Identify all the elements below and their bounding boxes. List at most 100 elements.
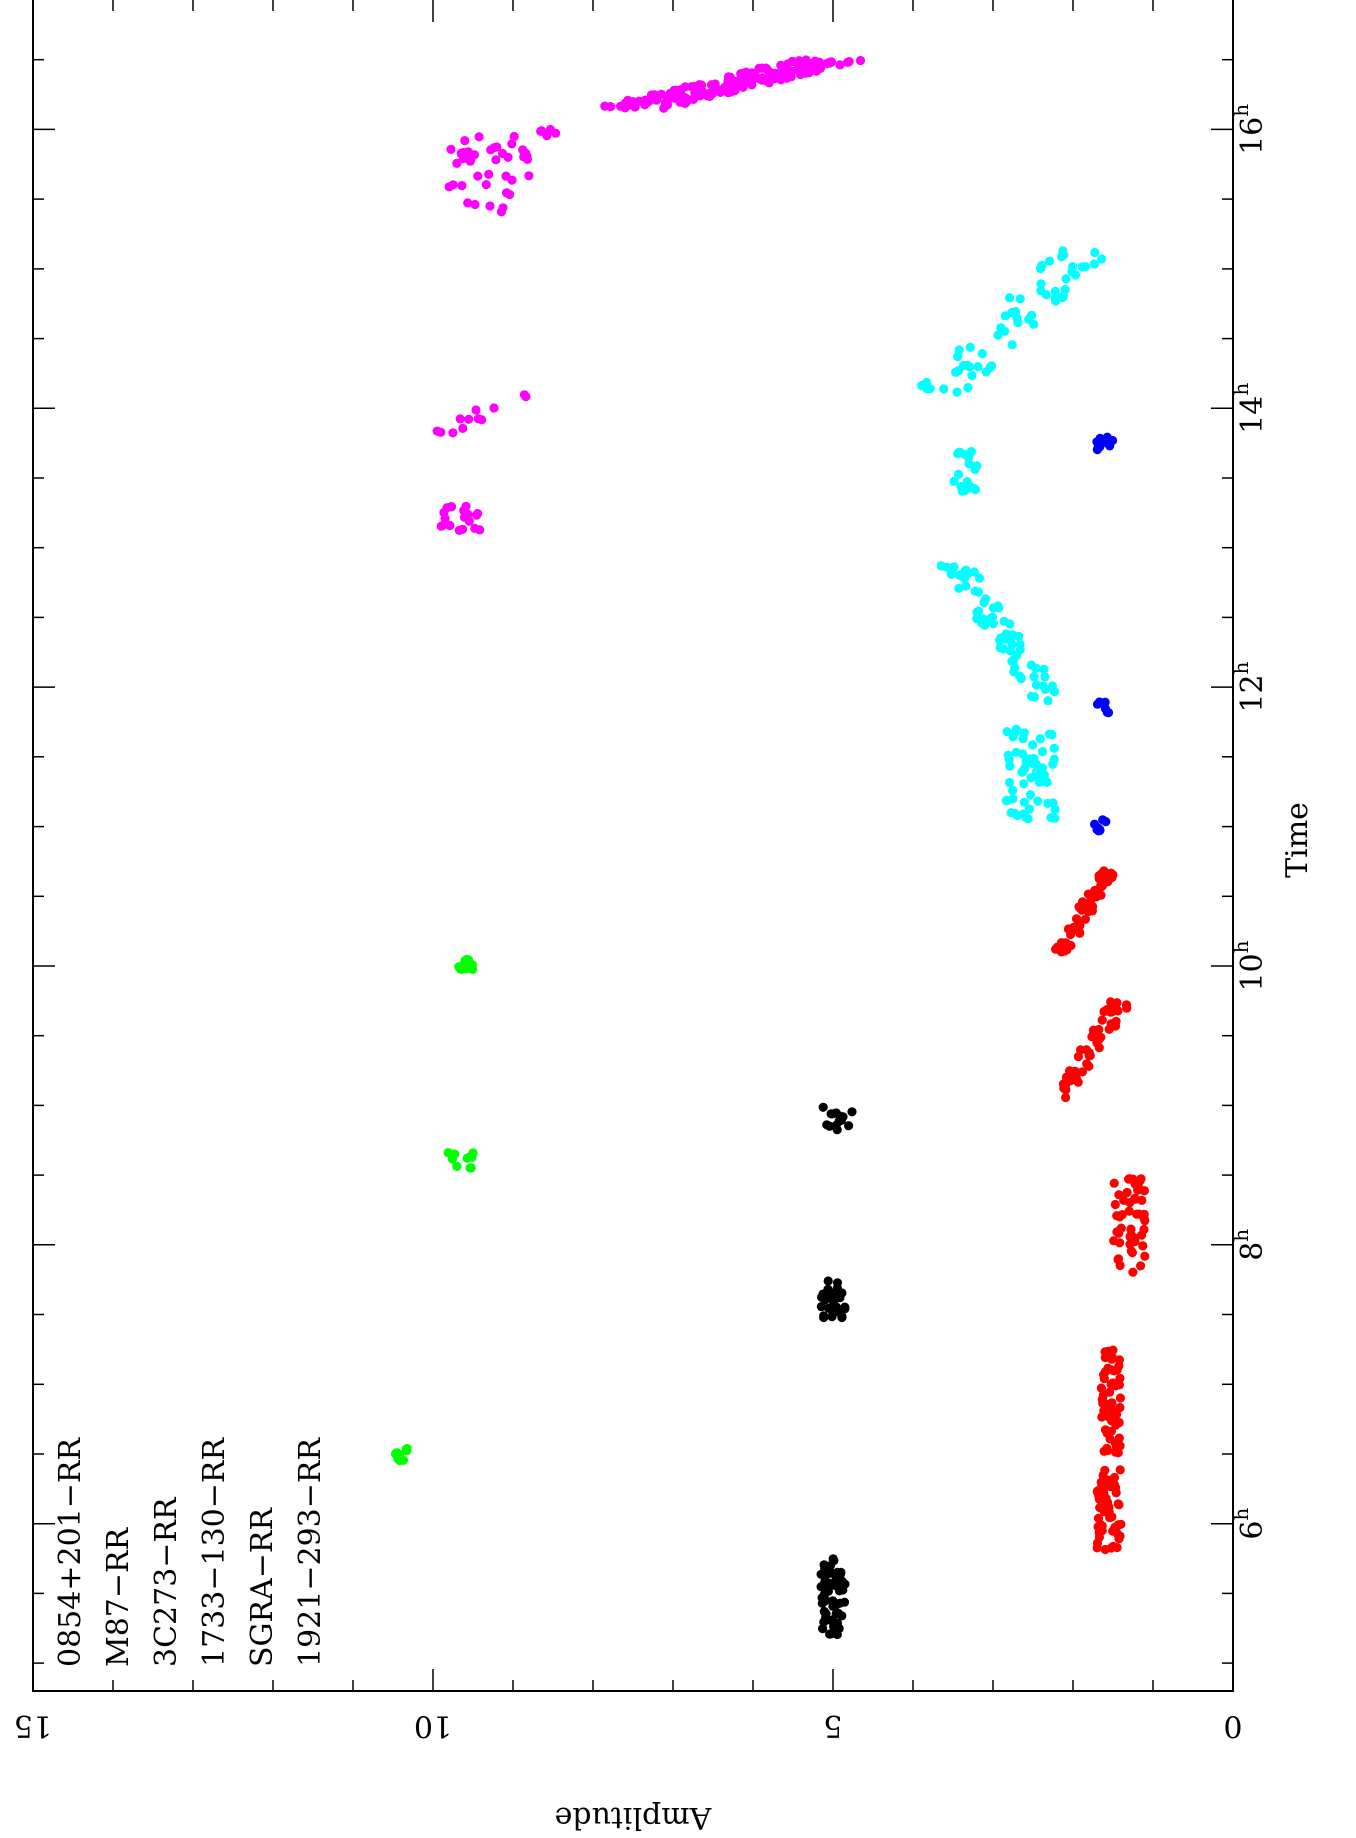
data-point-s1-c0-44 [1105,1513,1115,1523]
data-point-s4-c1-32 [1040,684,1050,695]
data-point-s0-c2-9 [828,1109,838,1119]
data-point-s3-c2-9 [1093,443,1103,453]
data-point-s5-c4-125 [844,57,854,67]
data-point-s4-c3-15 [977,349,987,359]
data-point-s2-c1-1 [443,1148,453,1158]
data-point-s2-c2-14 [467,960,477,970]
data-point-s5-c2-21 [484,169,494,179]
data-point-s4-c0-31 [1019,779,1029,789]
data-point-s0-c2-5 [844,1121,854,1131]
data-point-s4-c3-50 [996,323,1006,333]
data-point-s4-c0-12 [1050,813,1060,823]
data-point-s4-c3-25 [1029,319,1039,329]
data-point-s4-c1-54 [987,612,998,622]
data-point-s1-c2-47 [1139,1214,1149,1224]
data-point-s4-c3-51 [952,387,962,397]
data-point-s1-c3-50 [1110,1020,1120,1030]
data-point-s2-c1-6 [468,1148,478,1158]
data-point-s1-c0-48 [1099,1488,1109,1498]
data-point-s5-c4-168 [620,103,630,113]
data-point-s5-c2-39 [501,188,512,198]
data-point-s5-c2-16 [481,180,491,190]
data-point-s5-c2-20 [465,156,475,166]
data-point-s1-c1-54 [1106,1365,1116,1375]
data-point-s5-c1-11 [455,414,465,424]
data-point-s5-c2-37 [496,207,506,217]
data-point-s4-c0-51 [1033,796,1043,806]
data-point-s5-c2-28 [507,139,517,149]
data-point-s1-c1-53 [1107,1416,1117,1426]
data-point-s4-c1-53 [974,573,985,583]
data-point-s4-c1-56 [1005,619,1015,629]
y-tick-label-1: 5 [823,1708,842,1743]
data-point-s4-c3-42 [1058,291,1068,301]
data-point-s2-c0-8 [401,1444,411,1454]
data-point-s5-c2-8 [524,171,534,181]
data-point-s1-c3-45 [1112,998,1122,1008]
data-point-s0-c2-6 [847,1107,857,1117]
data-point-s5-c4-141 [686,82,697,92]
data-point-s4-c1-33 [1049,687,1060,697]
data-point-s4-c1-15 [1039,664,1049,675]
data-point-s5-c4-118 [747,68,757,78]
data-point-s5-c0-5 [470,523,480,534]
data-point-s2-c0-7 [398,1455,409,1465]
data-point-s1-c4-26 [1094,874,1104,884]
data-point-s1-c3-54 [1085,1051,1095,1061]
data-point-s0-c0-51 [818,1624,828,1634]
x-tick-label-3: 12h [1229,661,1270,712]
data-point-s4-c3-59 [953,351,963,362]
data-point-s1-c0-52 [1116,1519,1126,1529]
data-point-s2-c1-9 [447,1154,457,1164]
data-point-s1-c1-52 [1105,1434,1115,1444]
axis-ticks [32,0,1234,1691]
data-point-s5-c4-166 [680,92,690,103]
y-tick-label-3: 15 [14,1708,52,1743]
data-point-s4-c1-52 [1008,655,1018,665]
data-point-s5-c2-26 [486,145,496,155]
data-point-s5-c2-38 [485,201,495,211]
data-point-s4-c3-57 [1089,259,1099,269]
legend-entry-1: M87−RR [101,1526,136,1667]
data-point-s4-c2-18 [962,477,972,487]
data-point-s1-c1-44 [1114,1417,1124,1428]
data-point-s0-c2-14 [835,1111,845,1121]
data-point-s5-c0-19 [459,512,469,522]
data-point-s1-c3-1 [1097,1015,1107,1025]
data-point-s1-c2-24 [1124,1174,1134,1184]
legend: 0854+201−RR M87−RR 3C273−RR 1733−130−RR SGRA… [53,1437,328,1667]
x-tick-label-1: 8h [1229,1229,1270,1261]
data-point-s1-c1-12 [1096,1383,1106,1393]
data-point-s1-c2-30 [1136,1230,1147,1240]
data-point-s1-c3-26 [1061,1092,1071,1103]
data-point-s4-c0-34 [1019,728,1029,738]
data-point-s4-c0-48 [1004,777,1015,788]
data-point-s0-c0-45 [823,1568,834,1579]
data-point-s4-c3-0 [1061,274,1071,284]
data-point-s5-c4-164 [708,88,718,98]
data-point-s5-c4-111 [783,59,793,69]
data-point-s4-c0-25 [1003,750,1013,760]
data-point-s5-c4-85 [757,63,767,73]
data-point-s4-c2-8 [949,476,959,486]
data-point-s4-c1-63 [1007,639,1017,650]
data-point-s5-c4-58 [835,60,845,70]
data-point-s5-c2-3 [491,155,501,165]
data-point-s4-c3-44 [917,380,927,391]
data-point-s4-c3-52 [1013,317,1023,328]
data-point-s4-c3-32 [1070,270,1081,280]
data-point-s2-c1-5 [462,1153,472,1163]
data-point-s1-c2-3 [1122,1187,1132,1198]
data-point-s4-c3-45 [939,384,949,394]
data-point-s1-c2-16 [1127,1248,1137,1258]
data-point-s3-c1-5 [1092,699,1103,709]
data-point-s0-c0-32 [833,1608,843,1618]
data-point-s4-c0-19 [1049,743,1059,753]
data-point-s3-c0-7 [1101,817,1111,827]
data-point-s1-c3-39 [1071,1073,1082,1084]
data-point-s4-c1-20 [1031,680,1041,690]
data-point-s1-c2-40 [1112,1227,1122,1237]
data-point-s4-c2-6 [963,453,974,463]
data-point-s0-c2-1 [822,1120,832,1130]
data-point-s4-c3-14 [1005,293,1015,303]
